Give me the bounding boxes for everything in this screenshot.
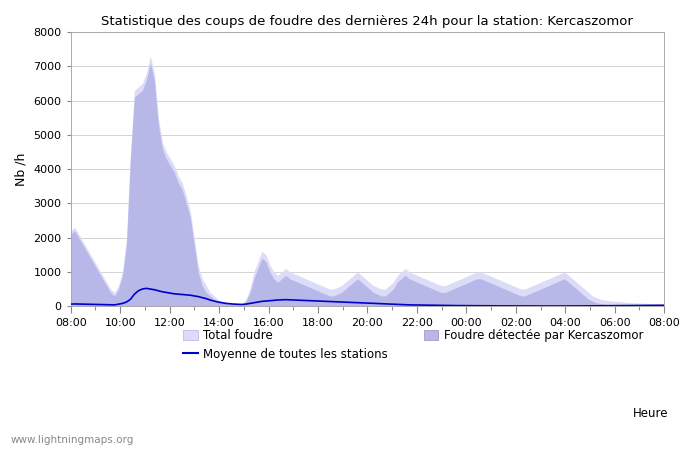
Legend: Total foudre, Moyenne de toutes les stations, Foudre détectée par Kercaszomor: Total foudre, Moyenne de toutes les stat… — [183, 328, 643, 360]
Text: www.lightningmaps.org: www.lightningmaps.org — [10, 435, 134, 445]
Title: Statistique des coups de foudre des dernières 24h pour la station: Kercaszomor: Statistique des coups de foudre des dern… — [102, 15, 634, 28]
Text: Heure: Heure — [633, 407, 668, 420]
Y-axis label: Nb /h: Nb /h — [15, 153, 28, 186]
